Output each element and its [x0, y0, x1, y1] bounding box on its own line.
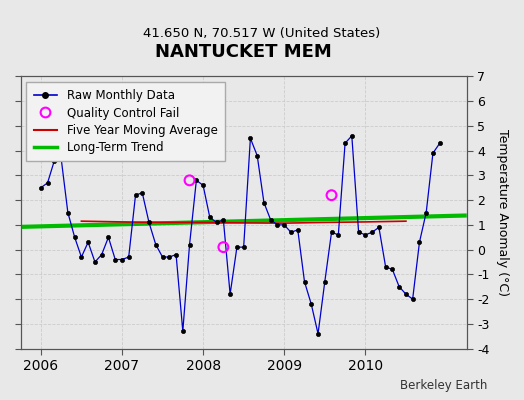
- Raw Monthly Data: [173, 252, 179, 257]
- Five Year Moving Average: [78, 219, 84, 224]
- Y-axis label: Temperature Anomaly (°C): Temperature Anomaly (°C): [496, 129, 509, 296]
- Title: NANTUCKET MEM: NANTUCKET MEM: [155, 43, 332, 61]
- Legend: Raw Monthly Data, Quality Control Fail, Five Year Moving Average, Long-Term Tren: Raw Monthly Data, Quality Control Fail, …: [26, 82, 225, 161]
- Five Year Moving Average: [322, 220, 328, 225]
- Line: Raw Monthly Data: Raw Monthly Data: [39, 134, 442, 336]
- Line: Five Year Moving Average: Five Year Moving Average: [81, 221, 406, 223]
- Five Year Moving Average: [403, 219, 409, 224]
- Raw Monthly Data: [436, 141, 443, 146]
- Five Year Moving Average: [362, 220, 368, 224]
- Raw Monthly Data: [348, 134, 355, 138]
- Raw Monthly Data: [166, 255, 172, 260]
- Text: 41.650 N, 70.517 W (United States): 41.650 N, 70.517 W (United States): [144, 28, 380, 40]
- Raw Monthly Data: [38, 185, 44, 190]
- Raw Monthly Data: [139, 190, 145, 195]
- Raw Monthly Data: [288, 230, 294, 235]
- Five Year Moving Average: [159, 220, 166, 225]
- Raw Monthly Data: [315, 331, 321, 336]
- Text: Berkeley Earth: Berkeley Earth: [400, 379, 487, 392]
- Five Year Moving Average: [119, 220, 125, 224]
- Quality Control Fail: [219, 244, 227, 250]
- Raw Monthly Data: [105, 235, 112, 240]
- Quality Control Fail: [328, 192, 336, 198]
- Five Year Moving Average: [200, 220, 206, 225]
- Quality Control Fail: [185, 177, 194, 184]
- Five Year Moving Average: [241, 220, 247, 225]
- Five Year Moving Average: [281, 221, 287, 226]
- Raw Monthly Data: [152, 242, 159, 247]
